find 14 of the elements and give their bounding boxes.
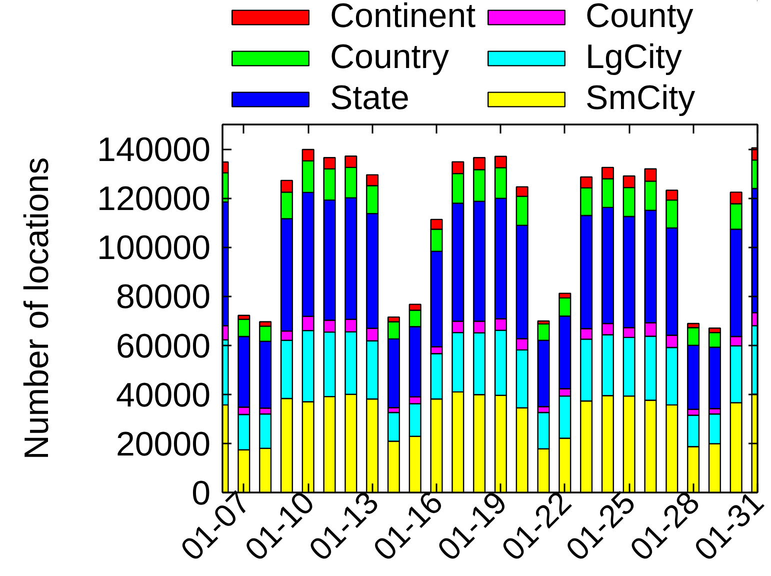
legend-label: LgCity [586,38,682,77]
legend-label: Continent [330,0,476,36]
y-tick-label: 80000 [116,278,210,316]
legend-label: County [586,0,694,36]
y-tick-label: 140000 [97,131,211,170]
legend-label: State [330,79,410,118]
legend-label: SmCity [586,79,696,118]
legend-label: Country [330,38,450,77]
y-tick-label: 120000 [97,180,211,218]
y-tick-label: 100000 [97,229,211,268]
y-axis-title: Number of locations [18,157,56,460]
y-tick-label: 40000 [116,376,210,414]
y-tick-label: 60000 [116,327,210,366]
y-tick-label: 20000 [116,425,210,464]
